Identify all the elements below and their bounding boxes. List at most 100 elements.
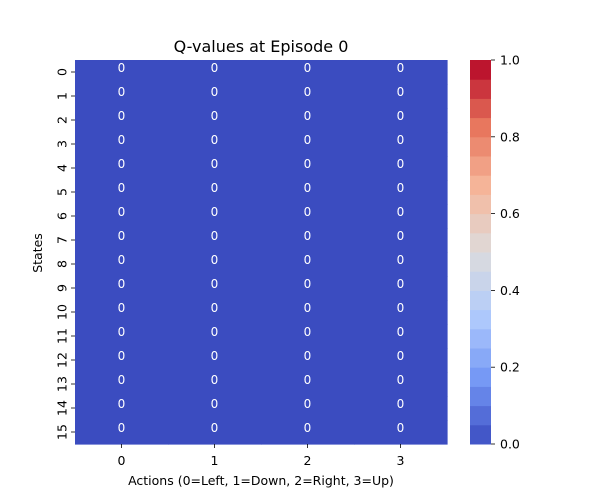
cell-value-label: 0 xyxy=(304,421,312,435)
heatmap-cell xyxy=(75,84,169,109)
heatmap-cell xyxy=(75,204,169,229)
cell-value-label: 0 xyxy=(211,133,219,147)
cell-value-label: 0 xyxy=(304,325,312,339)
colorbar-segment xyxy=(470,136,491,157)
colorbar-segment xyxy=(470,290,491,311)
heatmap-cell xyxy=(168,252,262,277)
x-axis-label: Actions (0=Left, 1=Down, 2=Right, 3=Up) xyxy=(128,473,394,488)
heatmap-cell xyxy=(168,228,262,253)
heatmap-cell xyxy=(168,204,262,229)
y-tick-label: 14 xyxy=(55,400,70,416)
cell-value-label: 0 xyxy=(211,373,219,387)
colorbar-tick-label: 0.4 xyxy=(500,283,520,298)
cell-value-label: 0 xyxy=(118,277,126,291)
cell-value-label: 0 xyxy=(304,85,312,99)
heatmap-cell xyxy=(75,348,169,373)
cell-value-label: 0 xyxy=(118,133,126,147)
cell-value-label: 0 xyxy=(397,301,405,315)
cell-value-label: 0 xyxy=(211,109,219,123)
colorbar-tick-label: 0.2 xyxy=(500,360,520,375)
cell-value-label: 0 xyxy=(211,421,219,435)
heatmap-cell xyxy=(168,396,262,421)
cell-value-label: 0 xyxy=(118,373,126,387)
colorbar-segment xyxy=(470,232,491,253)
heatmap-cell xyxy=(354,348,448,373)
cell-value-label: 0 xyxy=(397,325,405,339)
y-tick-label: 10 xyxy=(55,304,70,320)
colorbar-segment xyxy=(470,98,491,119)
heatmap-cell xyxy=(354,252,448,277)
cell-value-label: 0 xyxy=(304,301,312,315)
cell-value-label: 0 xyxy=(118,253,126,267)
heatmap-cell xyxy=(75,60,169,85)
heatmap-cells xyxy=(75,60,448,445)
cell-value-label: 0 xyxy=(397,421,405,435)
heatmap-cell xyxy=(75,420,169,445)
colorbar-tick-label: 1.0 xyxy=(500,53,520,68)
cell-value-label: 0 xyxy=(118,205,126,219)
heatmap-cell xyxy=(354,108,448,133)
heatmap-cell xyxy=(354,132,448,157)
heatmap-cell xyxy=(354,84,448,109)
cell-value-label: 0 xyxy=(397,157,405,171)
heatmap-cell xyxy=(261,396,355,421)
cell-value-label: 0 xyxy=(211,205,219,219)
x-axis-ticks: 0 1 2 3 xyxy=(118,444,404,468)
heatmap-cell xyxy=(261,372,355,397)
colorbar-segment xyxy=(470,424,491,445)
cell-value-label: 0 xyxy=(397,229,405,243)
colorbar-segment xyxy=(470,309,491,330)
cell-value-label: 0 xyxy=(211,253,219,267)
heatmap-cell xyxy=(168,156,262,181)
cell-value-label: 0 xyxy=(118,109,126,123)
heatmap-cell xyxy=(354,420,448,445)
y-tick-label: 5 xyxy=(55,188,70,196)
colorbar-tick-label: 0.0 xyxy=(500,437,520,452)
heatmap-cell xyxy=(261,324,355,349)
cell-value-label: 0 xyxy=(118,85,126,99)
heatmap-cell xyxy=(75,156,169,181)
heatmap-cell xyxy=(261,84,355,109)
y-tick-label: 15 xyxy=(55,424,70,440)
y-tick-label: 11 xyxy=(55,328,70,344)
colorbar-segment xyxy=(470,328,491,349)
cell-value-label: 0 xyxy=(118,229,126,243)
heatmap-cell xyxy=(261,204,355,229)
heatmap-cell xyxy=(354,156,448,181)
heatmap-cell xyxy=(75,324,169,349)
heatmap-cell xyxy=(261,108,355,133)
y-tick-label: 9 xyxy=(55,284,70,292)
colorbar-segment xyxy=(470,271,491,291)
heatmap-cell xyxy=(354,372,448,397)
cell-value-label: 0 xyxy=(304,277,312,291)
cell-value-label: 0 xyxy=(397,133,405,147)
heatmap-cell xyxy=(354,204,448,229)
cell-value-label: 0 xyxy=(118,349,126,363)
cell-value-label: 0 xyxy=(211,61,219,75)
heatmap-cell xyxy=(75,180,169,205)
heatmap-cell xyxy=(354,60,448,85)
colorbar-tick-label: 0.6 xyxy=(500,206,520,221)
heatmap-cell xyxy=(168,108,262,133)
heatmap-cell xyxy=(261,132,355,157)
colorbar-segment xyxy=(470,367,491,387)
colorbar xyxy=(470,60,491,445)
cell-value-label: 0 xyxy=(304,157,312,171)
y-tick-label: 7 xyxy=(55,236,70,244)
heatmap-cell xyxy=(75,372,169,397)
heatmap-cell xyxy=(261,180,355,205)
cell-value-label: 0 xyxy=(211,277,219,291)
cell-value-label: 0 xyxy=(211,397,219,411)
cell-value-label: 0 xyxy=(304,61,312,75)
cell-value-label: 0 xyxy=(211,325,219,339)
cell-value-label: 0 xyxy=(118,301,126,315)
cell-value-label: 0 xyxy=(397,349,405,363)
x-tick-label: 0 xyxy=(118,453,126,468)
y-tick-label: 13 xyxy=(55,376,70,392)
heatmap-cell xyxy=(75,396,169,421)
x-tick-label: 2 xyxy=(304,453,312,468)
colorbar-segment xyxy=(470,386,491,407)
cell-value-label: 0 xyxy=(304,133,312,147)
cell-value-label: 0 xyxy=(397,277,405,291)
